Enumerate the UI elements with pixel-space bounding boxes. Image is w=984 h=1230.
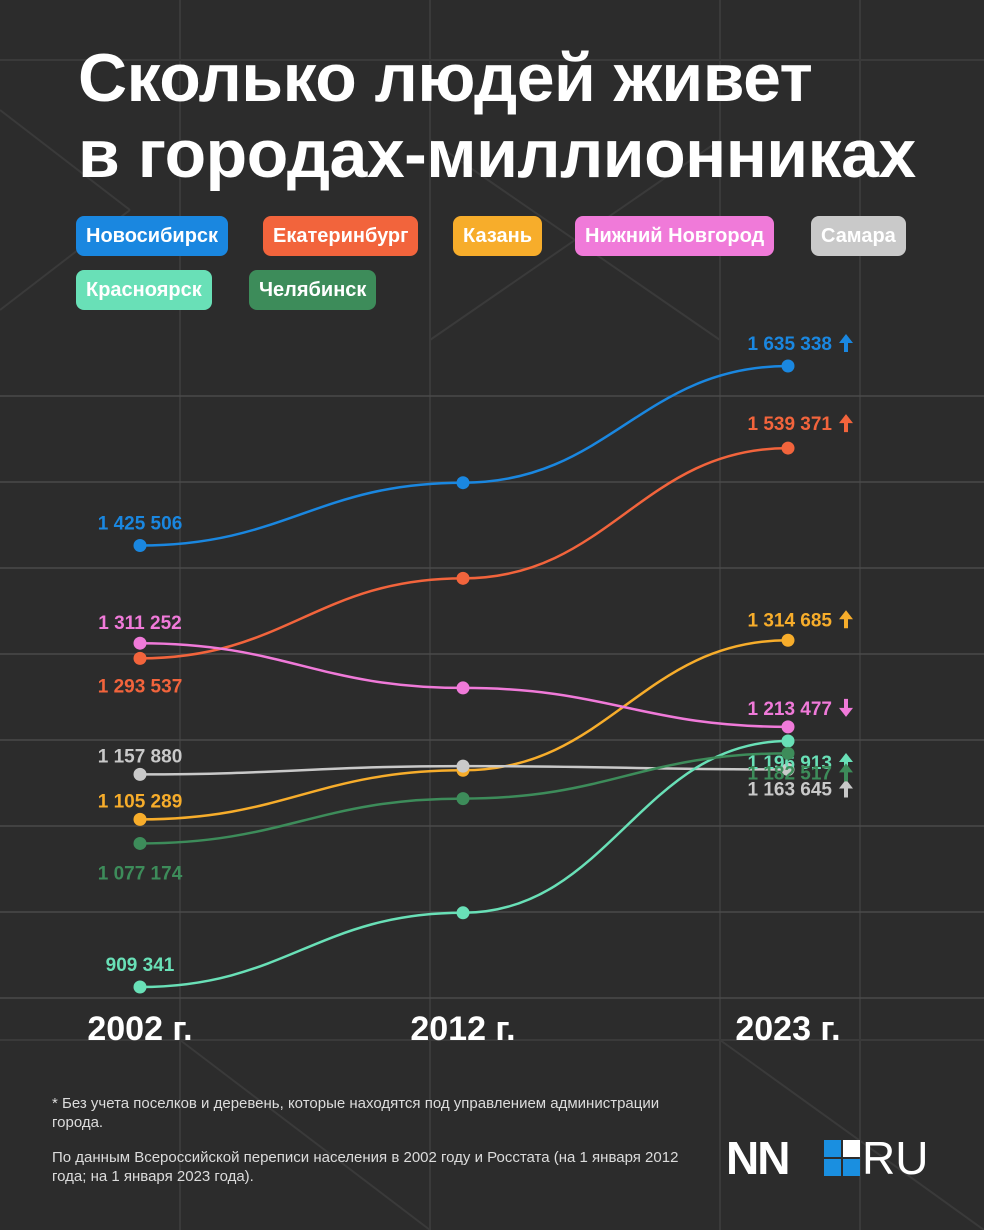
data-point — [781, 633, 795, 647]
data-point — [781, 441, 795, 455]
data-label: 1 425 506 — [98, 513, 183, 534]
data-point — [133, 836, 147, 850]
data-label: 1 163 645 — [747, 779, 832, 800]
data-label: 909 341 — [106, 955, 175, 976]
data-label: 1 314 685 — [747, 610, 832, 631]
data-label: 1 077 174 — [98, 863, 183, 884]
data-point — [781, 720, 795, 734]
footnote: * Без учета поселков и деревень, которые… — [52, 1095, 660, 1131]
legend-item: Новосибирск — [76, 216, 229, 256]
legend-item: Екатеринбург — [263, 216, 419, 256]
page-title: Сколько людей живет в городах-миллионник… — [78, 40, 916, 192]
x-tick-label: 2002 г. — [87, 1010, 192, 1048]
arrow-down-icon — [839, 698, 853, 717]
data-label: 1 182 517 — [747, 763, 832, 784]
source-note: По данным Всероссийской переписи населен… — [52, 1149, 679, 1185]
data-label: 1 539 371 — [747, 414, 832, 435]
arrow-up-icon — [839, 763, 853, 782]
data-point — [133, 980, 147, 994]
data-point — [781, 734, 795, 748]
x-tick-label: 2012 г. — [410, 1010, 515, 1048]
data-label: 1 635 338 — [747, 334, 832, 355]
series-line — [139, 739, 789, 989]
data-label: 1 213 477 — [747, 699, 832, 720]
legend-item: Челябинск — [249, 270, 377, 310]
arrow-up-icon — [839, 334, 853, 352]
legend-item: Красноярск — [76, 270, 212, 310]
legend-item: Нижний Новгород — [575, 216, 775, 256]
data-point — [456, 681, 470, 695]
data-point — [456, 571, 470, 585]
arrow-up-icon — [839, 779, 853, 798]
arrow-up-icon — [839, 753, 853, 772]
data-label: 1 311 252 — [98, 613, 181, 634]
data-point — [133, 767, 147, 781]
data-point — [781, 746, 795, 760]
logo-ru-text: RU — [862, 1132, 929, 1184]
legend-item: Казань — [453, 216, 542, 256]
data-point — [133, 636, 147, 650]
data-point — [133, 651, 147, 665]
x-tick-label: 2023 г. — [735, 1010, 840, 1048]
title-line-1: Сколько людей живет — [78, 40, 813, 116]
data-label: 1 293 537 — [98, 676, 183, 697]
logo-nn-text: NN — [726, 1132, 790, 1184]
data-label: 1 157 880 — [98, 746, 183, 767]
arrow-up-icon — [839, 414, 853, 433]
logo-square-icon — [824, 1140, 860, 1176]
data-point — [456, 906, 470, 920]
data-label: 1 196 913 — [747, 753, 832, 774]
data-point — [133, 538, 147, 552]
data-point — [781, 762, 795, 776]
data-point — [456, 792, 470, 806]
legend-item: Самара — [811, 216, 906, 256]
data-point — [133, 812, 147, 826]
data-point — [456, 476, 470, 490]
title-line-2: в городах-миллионниках — [78, 116, 916, 192]
series-line — [139, 364, 789, 547]
arrow-up-icon — [839, 610, 853, 629]
data-label: 1 105 289 — [98, 791, 183, 812]
data-point — [781, 359, 795, 373]
data-point — [456, 759, 470, 773]
